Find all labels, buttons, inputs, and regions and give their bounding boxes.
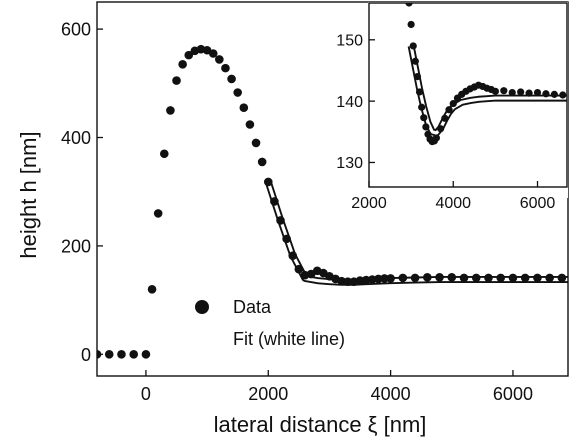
inset-data-point bbox=[407, 20, 415, 29]
inset-data-point bbox=[449, 99, 457, 108]
inset-data-point bbox=[415, 88, 424, 96]
main-data-point bbox=[208, 49, 218, 58]
main-data-point bbox=[471, 273, 481, 283]
main-data-point bbox=[276, 216, 285, 225]
main-data-point bbox=[496, 273, 506, 283]
main-data-point bbox=[288, 251, 298, 260]
main-data-point bbox=[398, 273, 408, 283]
inset-data-point bbox=[420, 114, 428, 122]
inset-data-point bbox=[559, 91, 567, 99]
main-y-tick-label: 0 bbox=[81, 345, 91, 365]
main-x-tick-label: 6000 bbox=[493, 384, 533, 404]
main-series-data bbox=[97, 44, 568, 359]
main-data-point bbox=[159, 149, 169, 159]
inset-plot: 2000 4000 6000 130 140 150 bbox=[336, 2, 568, 212]
legend-entry-fit: Fit (white line) bbox=[233, 329, 345, 349]
main-data-point bbox=[263, 177, 273, 187]
main-data-point bbox=[520, 273, 530, 283]
inset-y-tick-label: 130 bbox=[336, 155, 363, 172]
main-axes: 0 2000 4000 6000 0 200 400 600 bbox=[61, 1, 569, 404]
inset-data-point bbox=[508, 88, 516, 97]
inset-data-point bbox=[418, 103, 426, 111]
main-data-point bbox=[184, 50, 194, 60]
inset-data-point bbox=[422, 123, 430, 131]
inset-data-point bbox=[533, 88, 542, 97]
inset-data-point bbox=[517, 88, 525, 96]
main-data-point bbox=[435, 273, 444, 282]
legend-data-marker bbox=[195, 300, 209, 314]
main-data-point bbox=[257, 157, 267, 167]
main-data-point bbox=[343, 277, 353, 286]
main-data-point bbox=[233, 88, 242, 97]
inset-data-point bbox=[500, 87, 508, 95]
main-data-point bbox=[423, 273, 432, 282]
main-data-point bbox=[166, 106, 175, 115]
main-y-tick-label: 200 bbox=[61, 236, 91, 256]
inset-data-point bbox=[525, 89, 533, 97]
inset-data-point bbox=[413, 73, 422, 81]
inset-data-point bbox=[432, 134, 441, 142]
x-axis-label: lateral distance ξ [nm] bbox=[214, 412, 427, 437]
main-data-point bbox=[178, 60, 187, 69]
main-data-point bbox=[251, 138, 261, 148]
main-data-point bbox=[221, 63, 230, 73]
inset-data-point bbox=[409, 42, 417, 50]
main-y-tick-label: 600 bbox=[61, 20, 91, 40]
main-data-point bbox=[459, 273, 469, 283]
inset-data-point bbox=[491, 87, 499, 95]
main-data-point bbox=[239, 103, 249, 112]
main-x-tick-label: 2000 bbox=[248, 384, 288, 404]
main-data-point bbox=[141, 350, 151, 359]
inset-x-tick-label: 4000 bbox=[435, 195, 471, 212]
inset-y-tick-label: 140 bbox=[336, 94, 363, 111]
main-data-point bbox=[380, 274, 389, 283]
main-data-point bbox=[270, 197, 279, 206]
main-data-point bbox=[104, 350, 114, 359]
inset-data-point bbox=[437, 125, 445, 133]
main-data-point bbox=[447, 273, 457, 282]
main-data-point bbox=[410, 273, 420, 283]
inset-series bbox=[405, 3, 567, 146]
main-data-point bbox=[153, 209, 163, 218]
legend-entry-data: Data bbox=[233, 297, 272, 317]
inset-x-tick-label: 2000 bbox=[351, 195, 387, 212]
main-data-point bbox=[386, 274, 395, 283]
inset-data-point bbox=[441, 114, 449, 122]
inset-frame bbox=[368, 2, 568, 188]
main-data-point bbox=[484, 273, 493, 283]
main-data-point bbox=[557, 273, 567, 283]
main-y-tick-label: 400 bbox=[61, 128, 91, 148]
main-plot: 0 2000 4000 6000 0 200 400 600 height h [nm] la… bbox=[16, 1, 569, 437]
main-data-point bbox=[117, 350, 126, 359]
main-data-point bbox=[215, 55, 224, 64]
main-x-tick-label: 4000 bbox=[371, 384, 411, 404]
main-data-point bbox=[129, 350, 139, 359]
inset-data-point bbox=[405, 3, 413, 7]
main-data-point bbox=[533, 273, 542, 283]
inset-data-point bbox=[542, 90, 550, 98]
inset-y-tick-label: 150 bbox=[336, 33, 363, 50]
main-data-point bbox=[227, 74, 236, 84]
main-data-point bbox=[282, 234, 291, 244]
legend: Data Fit (white line) bbox=[195, 297, 345, 349]
main-x-tick-label: 0 bbox=[141, 384, 151, 404]
inset-axes: 2000 4000 6000 130 140 150 bbox=[336, 2, 568, 212]
main-data-point bbox=[172, 76, 181, 85]
inset-data-point bbox=[445, 106, 453, 114]
inset-x-tick-label: 6000 bbox=[520, 195, 556, 212]
main-data-point bbox=[545, 273, 554, 283]
main-data-point bbox=[508, 273, 518, 283]
y-axis-label: height h [nm] bbox=[16, 131, 41, 258]
inset-data-point bbox=[411, 57, 419, 65]
inset-data-point bbox=[550, 90, 558, 98]
main-data-point bbox=[245, 120, 255, 129]
main-data-point bbox=[294, 264, 304, 274]
main-data-point bbox=[147, 284, 157, 294]
